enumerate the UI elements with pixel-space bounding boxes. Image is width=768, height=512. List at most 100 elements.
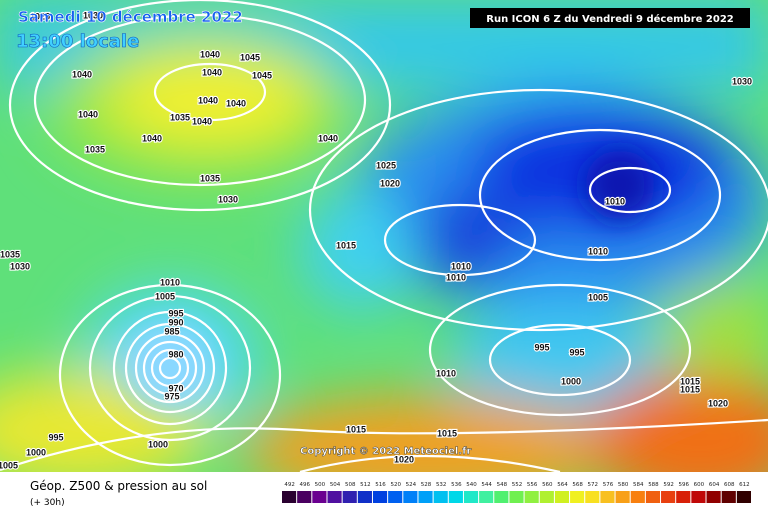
isobar-line	[308, 88, 768, 332]
colorbar-label: 520	[390, 482, 401, 488]
isobar-label: 1045	[252, 70, 272, 80]
isobar-label: 995	[569, 347, 584, 357]
time: 13:00 locale	[16, 31, 139, 52]
isobar-line	[383, 203, 537, 277]
isobar-line	[124, 322, 216, 414]
colorbar-label: 580	[618, 482, 629, 488]
colorbar-cell	[297, 491, 312, 503]
colorbar-label: 556	[527, 482, 538, 488]
isobar-line	[142, 340, 198, 396]
colorbar-cell	[630, 491, 645, 503]
isobar-label: 1030	[83, 10, 103, 20]
isobar-label: 995	[534, 342, 549, 352]
isobar-labels: 1025 1030 1040 1040 1045 1040 1045 1040 1040 1035…	[0, 9, 753, 471]
colorbar-label: 596	[679, 482, 690, 488]
isobar-label: 1015	[680, 384, 700, 394]
isobar-label: 1015	[346, 424, 366, 434]
isobar-label: 1040	[198, 95, 218, 105]
colorbar: 492 496 500 504 508 512 516 520 524 528 532 536 540 5…	[282, 482, 751, 503]
isobar-label: 1035	[200, 173, 220, 183]
isobar-label: 1010	[588, 246, 608, 256]
isobar-label: 995	[48, 432, 63, 442]
colorbar-cell	[463, 491, 479, 503]
colorbar-cell	[645, 491, 661, 503]
colorbar-label: 612	[739, 482, 750, 488]
isobar-label: 1045	[240, 52, 260, 62]
colorbar-cell	[312, 491, 327, 503]
colorbar-cell	[327, 491, 342, 503]
colorbar-label: 576	[603, 482, 614, 488]
isobar-label: 1020	[380, 178, 400, 188]
isobar-label: 1000	[148, 439, 168, 449]
colorbar-cell	[600, 491, 615, 503]
colorbar-cell	[661, 491, 676, 503]
colorbar-cell	[554, 491, 570, 503]
colorbar-label: 528	[421, 482, 432, 488]
colorbar-cell	[736, 491, 751, 503]
isobar-line	[150, 348, 190, 388]
colorbar-label: 592	[663, 482, 674, 488]
colorbar-label: 564	[557, 482, 568, 488]
isobar-label: 1030	[218, 194, 238, 204]
run-info: Run ICON 6 Z du Vendredi 9 décembre 2022	[486, 13, 734, 25]
colorbar-cell	[509, 491, 524, 503]
colorbar-label: 584	[633, 482, 644, 488]
colorbar-cell	[524, 491, 539, 503]
colorbar-cell	[676, 491, 691, 503]
isobar-label: 1040	[78, 109, 98, 119]
isobar-line	[588, 166, 672, 214]
isobar-label: 985	[164, 326, 179, 336]
isobar-label: 1035	[0, 249, 20, 259]
colorbar-label: 548	[497, 482, 508, 488]
colorbar-cell	[418, 491, 433, 503]
footer-title: Géop. Z500 & pression au sol	[30, 479, 207, 493]
colorbar-label: 608	[724, 482, 735, 488]
isobar-label: 1035	[170, 112, 190, 122]
colorbar-cell	[448, 491, 463, 503]
isobar-label: 1010	[451, 261, 471, 271]
colorbar-label: 512	[360, 482, 371, 488]
isobar-line	[158, 356, 182, 380]
isobar-label: 1010	[160, 277, 180, 287]
colorbar-cell	[585, 491, 600, 503]
isobar-label: 1030	[732, 76, 752, 86]
colorbar-cell	[403, 491, 418, 503]
colorbar-label: 532	[436, 482, 447, 488]
isobar-line	[488, 323, 632, 397]
isobar-line	[134, 332, 206, 404]
colorbar-cell	[342, 491, 357, 503]
colorbar-label: 508	[345, 482, 356, 488]
isobar-line	[88, 294, 252, 442]
colorbar-label: 492	[284, 482, 295, 488]
isobar-label: 1005	[0, 460, 18, 470]
isobar-label: 995	[168, 308, 183, 318]
isobar-label: 980	[168, 349, 183, 359]
copyright: Copyright © 2022 Meteociel.fr	[300, 446, 471, 457]
isobar-line	[58, 283, 282, 467]
footer-lead: (+ 30h)	[30, 498, 65, 508]
isobar-label: 1005	[155, 291, 175, 301]
blob	[660, 280, 768, 380]
isobar-line	[478, 128, 722, 262]
colorbar-cell	[433, 491, 448, 503]
isobar-label: 1010	[446, 272, 466, 282]
colorbar-label: 536	[451, 482, 462, 488]
isobar-label: 1040	[318, 133, 338, 143]
isobar-label: 1020	[708, 398, 728, 408]
isobar-label: 1040	[202, 67, 222, 77]
colorbar-cell	[539, 491, 554, 503]
isobar-line	[299, 454, 561, 474]
isobar-label: 1025	[30, 11, 50, 21]
isobar-label: 1020	[394, 454, 414, 464]
colorbar-cell	[721, 491, 736, 503]
colorbar-cell	[494, 491, 509, 503]
blob	[110, 55, 310, 145]
colorbar-cell	[282, 491, 297, 503]
colorbar-label: 524	[406, 482, 417, 488]
isobar-label: 1040	[226, 98, 246, 108]
colorbar-label: 588	[648, 482, 659, 488]
isobar-label: 1030	[10, 261, 30, 271]
colorbar-label: 496	[299, 482, 310, 488]
isobar-label: 1025	[376, 160, 396, 170]
